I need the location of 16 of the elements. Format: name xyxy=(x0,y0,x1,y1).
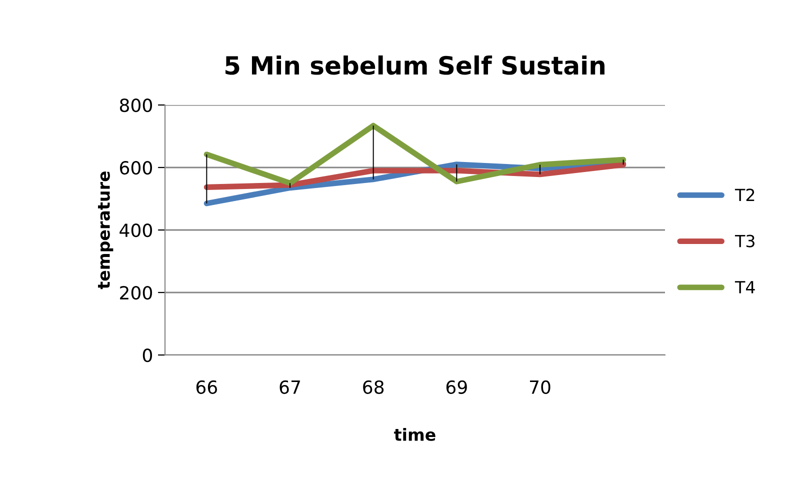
x-tick-label: 68 xyxy=(363,380,384,394)
x-tick-label: 69 xyxy=(446,380,467,394)
x-tick-label: 70 xyxy=(530,380,550,394)
y-tick-label: 400 xyxy=(120,223,152,238)
y-tick-label: 800 xyxy=(120,98,152,112)
legend-label: T2 xyxy=(734,188,754,201)
chart-title: 5 Min sebelum Self Sustain xyxy=(226,55,604,75)
y-tick-label: 200 xyxy=(120,286,152,300)
legend-label: T3 xyxy=(734,234,754,248)
y-tick-label: 0 xyxy=(142,348,152,362)
legend-label: T4 xyxy=(734,281,755,294)
x-tick-label: 67 xyxy=(280,380,300,394)
x-axis-title: time xyxy=(394,428,436,441)
x-tick-label: 66 xyxy=(196,380,218,394)
y-tick-label: 600 xyxy=(120,160,152,175)
y-axis-title: temperature xyxy=(98,171,114,290)
